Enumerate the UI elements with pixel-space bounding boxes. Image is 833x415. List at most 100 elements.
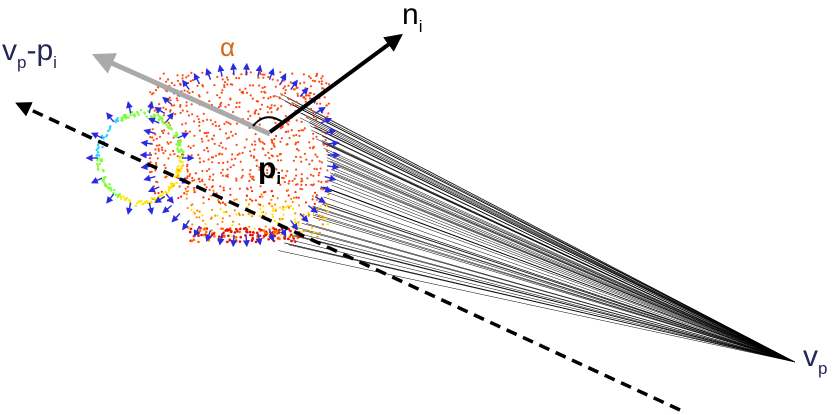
cloud-point — [202, 202, 205, 205]
cloud-point — [240, 176, 243, 179]
cloud-point — [251, 175, 254, 178]
point-normal — [154, 196, 166, 204]
cloud-point — [281, 169, 284, 172]
cloud-point — [318, 160, 321, 163]
cloud-point — [158, 115, 161, 118]
ray-line — [333, 167, 796, 363]
point-normal — [90, 177, 103, 184]
cloud-point — [300, 160, 303, 163]
cloud-point — [200, 137, 203, 140]
cloud-point — [221, 217, 224, 220]
cloud-point — [307, 75, 311, 78]
cloud-point — [187, 114, 190, 117]
cloud-point — [158, 117, 161, 121]
cloud-point — [326, 169, 329, 172]
cloud-point — [150, 170, 153, 173]
cloud-point — [216, 94, 219, 97]
cloud-point — [164, 166, 167, 170]
cloud-point — [177, 143, 180, 146]
cloud-point — [228, 228, 231, 231]
cloud-point — [252, 231, 255, 234]
ray-line — [301, 112, 796, 363]
point-normal — [324, 128, 337, 136]
cloud-point — [105, 133, 109, 137]
cloud-point — [287, 182, 290, 185]
cloud-point — [230, 130, 233, 133]
cloud-point — [100, 158, 104, 161]
ray-line — [311, 206, 796, 363]
cloud-point — [283, 237, 287, 240]
ray-line — [323, 196, 796, 363]
cloud-point — [280, 159, 283, 162]
cloud-point — [149, 91, 152, 94]
cloud-point — [241, 174, 244, 177]
cloud-point — [315, 198, 318, 202]
cloud-point — [196, 84, 199, 87]
cloud-point — [169, 153, 172, 156]
ray-line — [331, 174, 796, 363]
cloud-point — [290, 233, 293, 237]
ray-line — [288, 239, 796, 363]
cloud-point — [232, 220, 235, 223]
cloud-point — [175, 174, 178, 177]
cloud-point — [155, 161, 158, 165]
cloud-point — [176, 99, 179, 102]
cloud-point — [181, 77, 184, 80]
cloud-point — [224, 229, 228, 232]
cloud-point — [216, 75, 219, 78]
cloud-point — [119, 195, 123, 198]
cloud-point — [295, 168, 298, 171]
cloud-point — [321, 223, 324, 226]
cloud-point — [279, 152, 282, 156]
ray-line — [308, 122, 796, 363]
cloud-point — [209, 217, 213, 220]
cloud-point — [249, 169, 252, 172]
cloud-point — [242, 227, 246, 230]
point-normal — [162, 204, 173, 214]
cloud-point — [226, 160, 229, 163]
cloud-point — [321, 215, 324, 218]
cloud-point — [303, 81, 306, 84]
cloud-point — [198, 95, 201, 98]
cloud-point — [235, 76, 238, 80]
cloud-point — [184, 187, 187, 190]
cloud-point — [271, 166, 274, 169]
cloud-point — [292, 227, 295, 230]
cloud-point — [291, 103, 295, 106]
point-normal — [314, 196, 326, 204]
cloud-point — [221, 201, 225, 204]
cloud-point — [137, 113, 140, 117]
cloud-point — [179, 82, 182, 85]
cloud-point — [193, 120, 196, 123]
cloud-point — [289, 229, 292, 233]
cloud-point — [246, 206, 249, 209]
cloud-point — [296, 92, 299, 95]
cloud-point — [289, 81, 292, 84]
point-normal — [327, 163, 340, 171]
cloud-point — [296, 183, 299, 186]
cloud-point — [185, 104, 188, 107]
ray-line — [328, 144, 796, 363]
cloud-point — [202, 233, 206, 237]
point-normal — [299, 87, 309, 97]
cloud-point — [302, 73, 305, 76]
cloud-point — [313, 202, 316, 206]
cloud-point — [186, 190, 190, 193]
cloud-point — [222, 161, 225, 164]
cloud-point — [197, 240, 200, 244]
cloud-point — [255, 164, 258, 167]
cloud-point — [321, 75, 324, 78]
ray-line — [305, 117, 796, 363]
cloud-point — [310, 232, 313, 236]
cloud-point — [109, 187, 113, 190]
cloud-point — [308, 146, 311, 149]
cloud-point — [284, 92, 287, 95]
cloud-point — [176, 74, 179, 77]
cloud-point — [235, 213, 238, 216]
cloud-point — [245, 228, 249, 231]
point-normal — [106, 112, 115, 123]
cloud-point — [180, 165, 183, 168]
cloud-point — [239, 235, 242, 239]
cloud-point — [273, 104, 276, 107]
cloud-point — [176, 167, 179, 170]
